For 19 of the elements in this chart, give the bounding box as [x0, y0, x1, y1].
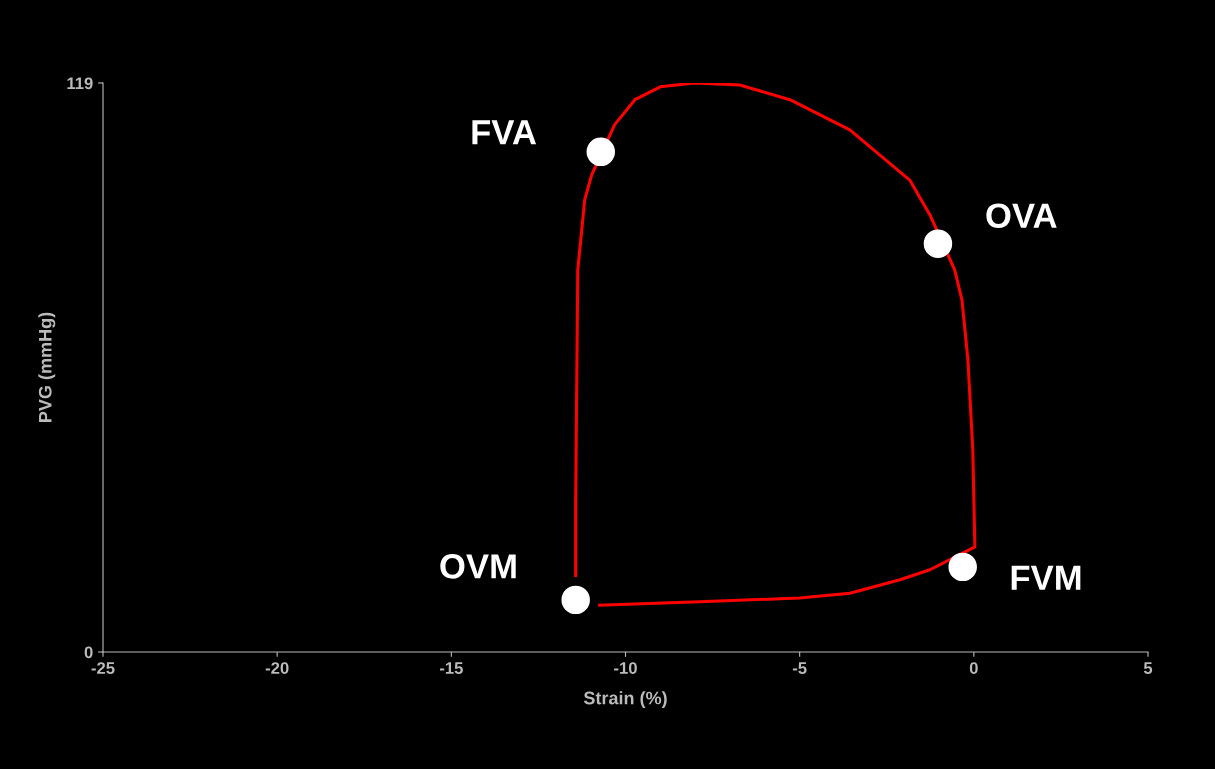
x-tick-label: 0 — [969, 662, 978, 674]
line-series — [574, 83, 977, 607]
x-axis-title: Strain (%) — [583, 691, 667, 708]
annotation: OVM — [440, 554, 516, 579]
x-tick-label: 5 — [1143, 662, 1153, 674]
y-axis-title: PVG (mmHg) — [38, 312, 56, 422]
point — [948, 552, 977, 582]
annotation: FVM — [1011, 565, 1081, 590]
x-tick-label: -20 — [265, 662, 289, 674]
point — [586, 137, 616, 167]
x-tick-label: -10 — [614, 662, 637, 674]
annotation: FVA — [472, 120, 537, 145]
x-tick-label: -25 — [91, 662, 115, 674]
y-tick-label: 119 — [67, 77, 93, 90]
annotation: OVA — [986, 203, 1057, 228]
x-tick-label: -5 — [792, 662, 807, 674]
x-tick-label: -15 — [439, 662, 463, 674]
point — [561, 585, 590, 615]
point — [923, 229, 953, 258]
